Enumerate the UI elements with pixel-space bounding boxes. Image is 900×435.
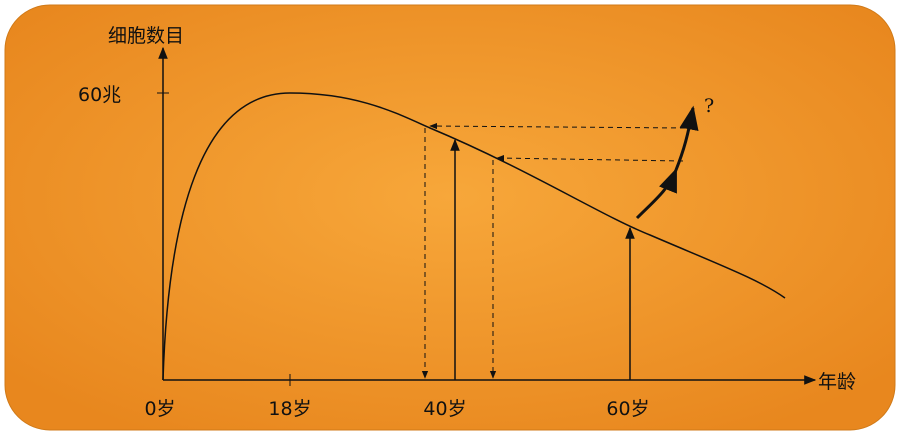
y-axis-label: 细胞数目 [108,25,184,47]
dashed-arrow [496,154,684,162]
y-tick-label: 60兆 [78,84,121,106]
x-tick-label: 0岁 [144,398,175,420]
x-tick-label: 18岁 [268,398,311,420]
x-tick-label: 40岁 [423,398,466,420]
bold-arrow [635,167,678,220]
bold-arrow [674,105,699,171]
x-axis-label: 年龄 [818,371,856,393]
dashed-arrow [429,122,686,130]
x-tick-label: 60岁 [606,398,649,420]
annotation: ? [704,95,714,117]
panel [4,4,896,431]
curve [162,92,786,381]
